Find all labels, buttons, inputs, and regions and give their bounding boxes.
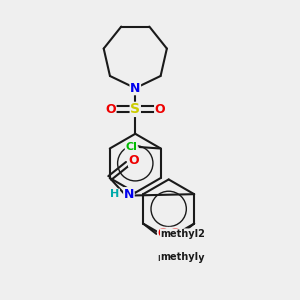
Text: N: N [124,188,134,201]
Text: O: O [158,227,168,240]
Text: methoxy: methoxy [157,253,205,263]
Text: H: H [110,189,119,199]
Text: N: N [130,82,140,95]
Text: O: O [129,154,139,167]
Text: S: S [130,102,140,116]
Text: Cl: Cl [125,142,137,152]
Text: O: O [155,103,165,116]
Text: O: O [105,103,116,116]
Text: O: O [169,227,180,240]
Text: methyl: methyl [160,253,199,262]
Text: methyl2: methyl2 [160,229,206,239]
